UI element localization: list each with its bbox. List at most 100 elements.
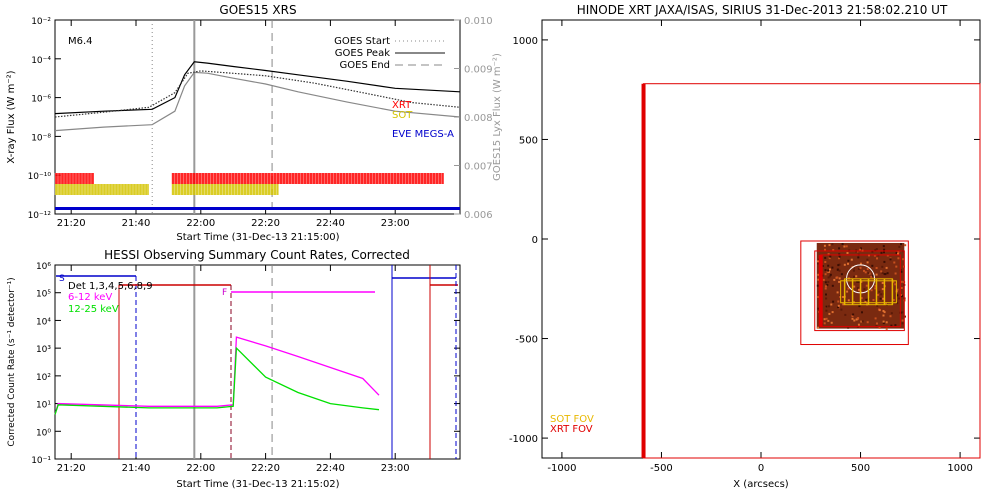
goes-y-tick-label: 10⁻¹² [28, 211, 52, 221]
xrt-image-pixel [817, 273, 820, 276]
goes-short-series [54, 71, 461, 132]
xrt-image-pixel [830, 303, 833, 306]
goes-y-right-tick-label: 0.010 [464, 16, 493, 27]
xrt-image-pixel [853, 285, 856, 288]
goes-y-tick-label: 10⁻¹⁰ [28, 172, 52, 182]
xrt-image-pixel [817, 262, 819, 265]
xrt-image-pixel [827, 305, 830, 308]
xrt-image-pixel [880, 251, 883, 254]
xrt-image-pixel [838, 277, 841, 280]
map-x-tick-label: 500 [851, 463, 870, 474]
band-label-6-12: 6-12 keV [68, 292, 112, 303]
xrt-image-pixel [852, 269, 855, 272]
xrt-image-pixel [825, 305, 828, 308]
xrt-image-pixel [827, 269, 830, 272]
xrt-image-pixel [876, 293, 879, 296]
hessi-y-tick-label: 10² [36, 373, 51, 383]
xrt-image-pixel [845, 245, 848, 248]
xrt-image-pixel [889, 258, 892, 261]
xrt-image-pixel [885, 327, 888, 330]
xrt-image-pixel [827, 264, 830, 267]
xrt-image-pixel [825, 293, 827, 296]
xrt-image-pixel [828, 257, 831, 260]
goes-x-tick-label: 21:20 [57, 218, 86, 229]
sot-coverage-bar [171, 184, 279, 195]
xrt-image-pixel [857, 280, 860, 283]
xrt-image-pixel [883, 251, 885, 254]
xrt-image-pixel [885, 321, 888, 324]
xrt-image-pixel [829, 255, 832, 258]
xrt-image-pixel [865, 284, 868, 287]
xrt-image-pixel [827, 276, 830, 279]
xrt-image-pixel [885, 302, 888, 305]
xrt-image-pixel [875, 273, 878, 276]
xrt-image-pixel [866, 261, 869, 264]
xrt-image-pixel [824, 273, 827, 276]
hessi-x-tick-label: 21:20 [57, 463, 86, 474]
xrt-image-pixel [829, 268, 831, 271]
map-title: HINODE XRT JAXA/ISAS, SIRIUS 31-Dec-2013… [577, 3, 948, 17]
xrt-image-pixel [902, 258, 905, 261]
xrt-image-pixel [824, 261, 827, 263]
xrt-image-pixel [870, 289, 873, 292]
goes-x-tick-label: 22:00 [186, 218, 215, 229]
xrt-image-pixel [875, 267, 878, 269]
xrt-image-pixel [890, 324, 893, 327]
xrt-image-pixel [847, 287, 850, 290]
xrt-image-pixel [817, 260, 819, 263]
xrt-image-pixel [857, 268, 860, 270]
xrt-image-pixel [896, 288, 899, 291]
xrt-fov-label: XRT FOV [550, 424, 593, 435]
xrt-image-pixel [881, 271, 884, 274]
hessi-y-tick-label: 10⁻¹ [31, 456, 51, 466]
xrt-image-pixel [830, 321, 833, 324]
xrt-image-pixel [857, 256, 860, 259]
xrt-image-pixel [892, 280, 895, 283]
xrt-image-pixel [859, 262, 862, 265]
xrt-image-pixel [864, 271, 867, 274]
xrt-image-pixel [827, 253, 830, 256]
xrt-image-pixel [872, 299, 875, 301]
xrt-image-pixel [831, 243, 834, 246]
xrt-image-pixel [859, 248, 862, 251]
hessi-y-tick-label: 10¹ [36, 401, 51, 411]
xrt-image-pixel [894, 324, 897, 327]
sot-label: SOT [392, 110, 413, 121]
xrt-image-pixel [897, 251, 900, 254]
xrt-image-pixel [904, 244, 907, 247]
xrt-image-pixel [866, 258, 869, 261]
xrt-image-pixel [896, 302, 899, 305]
goes-x-tick-label: 23:00 [381, 218, 410, 229]
xrt-image-pixel [900, 280, 903, 283]
xrt-image-pixel [840, 308, 843, 311]
xrt-image-pixel [892, 299, 895, 301]
xrt-image-pixel [882, 320, 885, 323]
map-y-tick-label: -1000 [509, 434, 538, 445]
goes-title: GOES15 XRS [219, 3, 296, 17]
xrt-image-pixel [843, 245, 846, 248]
xrt-image-pixel [890, 312, 893, 315]
xrt-image-pixel [880, 293, 883, 296]
xrt-image-pixel [852, 313, 855, 316]
xrt-image-pixel [816, 284, 819, 287]
hessi-x-tick-label: 22:00 [186, 463, 215, 474]
xrt-image-pixel [857, 264, 860, 267]
xrt-image-pixel [858, 305, 861, 308]
xrt-image-pixel [817, 296, 820, 298]
xrt-image-pixel [860, 247, 862, 250]
xrt-image-pixel [881, 288, 884, 291]
xrt-image-pixel [838, 263, 841, 266]
xrt-image-pixel [886, 272, 889, 275]
xrt-image-pixel [817, 326, 820, 329]
detector-label: Det 1,3,4,5,6,8,9 [68, 281, 153, 292]
xrt-image-pixel [825, 297, 828, 300]
xrt-image-pixel [900, 287, 903, 289]
xrt-image-pixel [867, 272, 870, 275]
xrt-image-pixel [846, 252, 849, 254]
goes-y-right-tick-label: 0.006 [464, 210, 493, 221]
xrt-image-pixel [870, 275, 873, 278]
hessi-plot-frame [54, 264, 461, 460]
xrt-image-pixel [886, 254, 889, 257]
xrt-image-pixel [831, 266, 834, 269]
map-y-tick-label: 1000 [513, 36, 538, 47]
